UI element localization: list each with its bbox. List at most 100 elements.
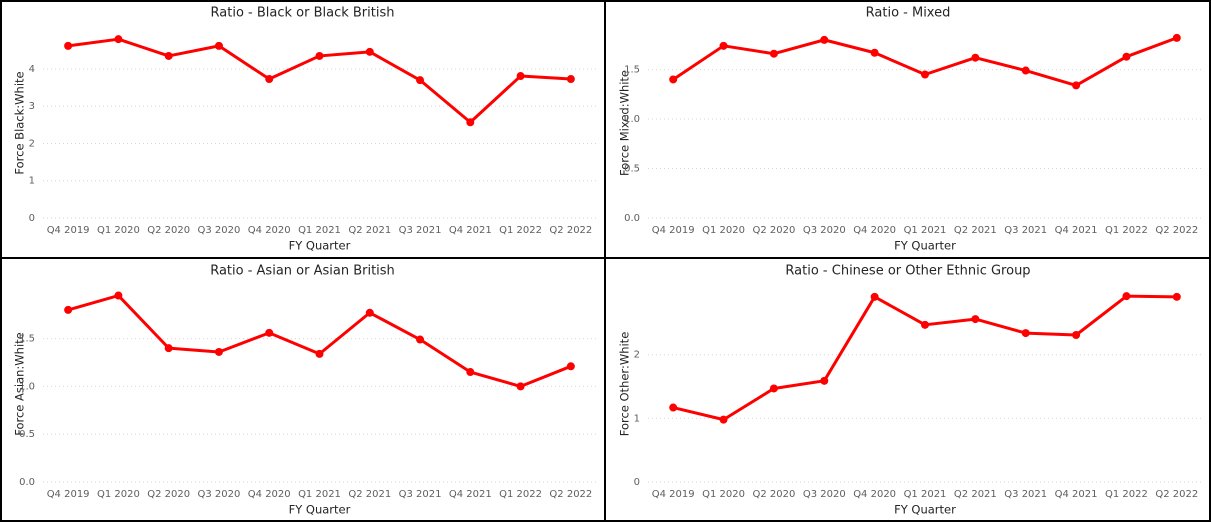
point	[416, 76, 425, 85]
y-axis-title: Force Asian:White	[13, 332, 27, 435]
point	[466, 368, 475, 377]
point	[870, 48, 879, 57]
x-axis-title: FY Quarter	[894, 239, 956, 253]
y-tick-label: 0.0	[624, 213, 640, 224]
point	[971, 53, 980, 62]
point	[214, 347, 223, 356]
point	[1122, 292, 1131, 301]
x-tick-label: Q3 2020	[198, 225, 241, 236]
x-tick-label: Q2 2020	[752, 489, 795, 500]
x-tick-label: Q4 2021	[1055, 225, 1098, 236]
point	[214, 41, 223, 50]
point	[769, 49, 778, 58]
y-tick-label: 1	[29, 176, 35, 187]
point	[265, 328, 274, 337]
y-tick-label: 0.0	[19, 477, 35, 488]
point	[566, 362, 575, 371]
point	[921, 320, 929, 329]
point	[669, 75, 678, 84]
x-tick-label: Q2 2021	[348, 225, 391, 236]
point	[315, 349, 324, 358]
y-tick-label: 1	[634, 413, 640, 424]
y-tick-label: 2	[29, 138, 35, 149]
point	[971, 315, 980, 324]
chart-title: Ratio - Mixed	[866, 6, 951, 21]
x-tick-label: Q1 2021	[298, 225, 341, 236]
x-tick-label: Q3 2021	[399, 489, 442, 500]
y-axis-title: Force Black:White	[13, 71, 27, 174]
x-tick-label: Q1 2021	[904, 489, 947, 500]
y-tick-label: 2	[634, 350, 640, 361]
x-tick-label: Q4 2021	[1055, 489, 1098, 500]
point	[1172, 292, 1181, 301]
chart-title: Ratio - Chinese or Other Ethnic Group	[785, 264, 1030, 279]
x-tick-label: Q4 2021	[449, 225, 492, 236]
x-tick-label: Q3 2021	[1004, 225, 1047, 236]
y-tick-label: 1.0	[624, 114, 640, 125]
x-tick-label: Q1 2020	[702, 489, 745, 500]
y-tick-label: 0.5	[19, 429, 35, 440]
y-tick-label: 1.5	[624, 65, 640, 76]
y-tick-label: 4	[29, 64, 35, 75]
x-tick-label: Q4 2020	[853, 225, 896, 236]
x-tick-label: Q2 2021	[954, 489, 997, 500]
point	[466, 118, 475, 127]
x-tick-label: Q2 2022	[1155, 489, 1198, 500]
x-tick-label: Q4 2019	[47, 225, 90, 236]
x-tick-label: Q1 2020	[97, 489, 140, 500]
point	[1122, 52, 1131, 61]
x-tick-label: Q2 2022	[549, 489, 592, 500]
x-tick-label: Q2 2022	[549, 225, 592, 236]
x-tick-label: Q4 2019	[652, 489, 695, 500]
point	[870, 292, 879, 301]
x-tick-label: Q4 2019	[47, 489, 90, 500]
x-tick-label: Q4 2020	[853, 489, 896, 500]
x-tick-label: Q3 2021	[399, 225, 442, 236]
x-tick-label: Q2 2021	[954, 225, 997, 236]
y-tick-label: 0	[634, 477, 640, 488]
x-tick-label: Q3 2021	[1004, 489, 1047, 500]
point	[719, 41, 728, 50]
x-axis-title: FY Quarter	[289, 503, 351, 517]
point	[516, 72, 525, 81]
x-tick-label: Q2 2020	[752, 225, 795, 236]
point	[669, 403, 678, 412]
x-tick-label: Q2 2020	[147, 489, 190, 500]
point	[769, 384, 778, 393]
x-tick-label: Q2 2020	[147, 225, 190, 236]
x-tick-label: Q1 2022	[499, 489, 542, 500]
point	[164, 344, 173, 353]
x-tick-label: Q4 2021	[449, 489, 492, 500]
point	[516, 382, 525, 391]
x-tick-label: Q2 2021	[348, 489, 391, 500]
point	[820, 35, 829, 44]
point	[1072, 81, 1081, 90]
line	[67, 37, 571, 124]
point	[365, 308, 374, 317]
point	[566, 75, 575, 84]
point	[921, 70, 929, 79]
x-tick-label: Q3 2020	[198, 489, 241, 500]
point	[164, 51, 173, 60]
point	[64, 41, 73, 50]
x-tick-label: Q2 2022	[1155, 225, 1198, 236]
y-tick-label: 3	[29, 101, 35, 112]
x-tick-label: Q4 2020	[248, 225, 291, 236]
point	[1172, 33, 1181, 42]
point	[1021, 66, 1030, 75]
point	[416, 335, 425, 344]
chart-title: Ratio - Black or Black British	[211, 6, 395, 21]
x-tick-label: Q1 2021	[298, 489, 341, 500]
y-axis-title: Force Mixed:White	[618, 70, 632, 176]
chart-title: Ratio - Asian or Asian British	[210, 264, 395, 279]
x-tick-label: Q3 2020	[803, 489, 846, 500]
point	[114, 35, 123, 44]
x-axis-title: FY Quarter	[289, 239, 351, 253]
x-tick-label: Q1 2020	[702, 225, 745, 236]
point	[820, 376, 829, 385]
x-tick-label: Q3 2020	[803, 225, 846, 236]
y-tick-label: 0.5	[624, 164, 640, 175]
x-tick-label: Q4 2020	[248, 489, 291, 500]
y-tick-label: 1.5	[19, 334, 35, 345]
